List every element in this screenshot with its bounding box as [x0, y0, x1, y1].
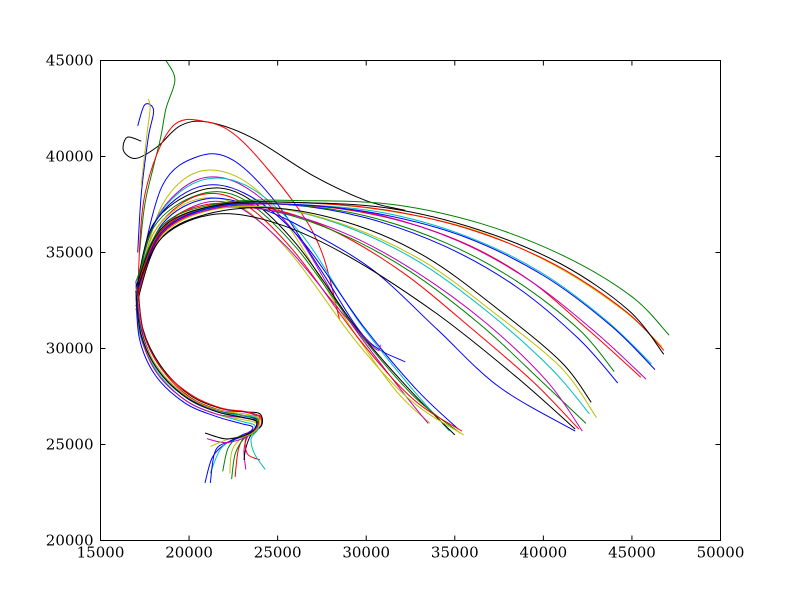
x-tick-label: 15000 — [77, 544, 125, 562]
y-tick-label: 45000 — [46, 52, 94, 70]
axes: 15000 20000 25000 30000 35000 40000 45000 50000… — [46, 52, 745, 562]
trajectory-line-1 — [139, 60, 176, 253]
trajectory-line-43 — [135, 290, 266, 470]
trajectory-line-25 — [135, 203, 647, 380]
trajectory-line-24 — [135, 203, 642, 378]
y-tick-label: 30000 — [46, 340, 94, 358]
trajectory-lines — [122, 60, 670, 484]
trajectory-line-10 — [135, 184, 459, 430]
x-tick-label: 50000 — [697, 544, 745, 562]
trajectory-line-46 — [135, 290, 258, 440]
trajectory-line-19 — [135, 205, 590, 415]
trajectory-line-3 — [140, 98, 151, 186]
trajectory-line-15 — [137, 197, 576, 432]
trajectory-line-27 — [135, 202, 656, 370]
x-tick-label: 30000 — [342, 544, 390, 562]
plot-frame — [100, 60, 721, 541]
trajectory-line-2 — [137, 103, 155, 253]
trajectory-line-6 — [140, 169, 431, 424]
trajectory-line-21 — [135, 207, 592, 403]
trajectory-line-17 — [135, 205, 587, 424]
trajectory-line-7 — [139, 176, 429, 424]
trajectory-line-35 — [137, 285, 263, 478]
trajectory-line-20 — [135, 205, 597, 418]
trajectory-line-30 — [135, 201, 665, 355]
x-tick-label: 20000 — [165, 544, 213, 562]
trajectory-line-41 — [135, 288, 260, 480]
trajectory-line-33 — [135, 281, 259, 484]
trajectory-line-16 — [135, 202, 580, 430]
y-tick-label: 25000 — [46, 436, 94, 454]
trajectory-line-32 — [135, 213, 576, 430]
x-tick-label: 25000 — [254, 544, 302, 562]
trajectory-line-42 — [137, 287, 261, 461]
trajectory-line-4 — [137, 118, 341, 320]
y-tick-label: 35000 — [46, 244, 94, 262]
trajectory-line-8 — [137, 177, 450, 432]
x-tick-label: 45000 — [608, 544, 656, 562]
trajectory-line-29 — [135, 200, 665, 351]
trajectory-line-45 — [135, 288, 261, 447]
trajectory-line-5 — [139, 153, 406, 363]
y-tick-label: 20000 — [46, 532, 94, 550]
trajectory-line-36 — [135, 287, 256, 474]
y-tick-label: 40000 — [46, 148, 94, 166]
trajectory-line-11 — [135, 191, 461, 434]
x-tick-label: 35000 — [431, 544, 479, 562]
x-tick-label: 40000 — [519, 544, 567, 562]
trajectory-line-31 — [135, 199, 670, 336]
trajectory-line-0 — [122, 120, 406, 211]
